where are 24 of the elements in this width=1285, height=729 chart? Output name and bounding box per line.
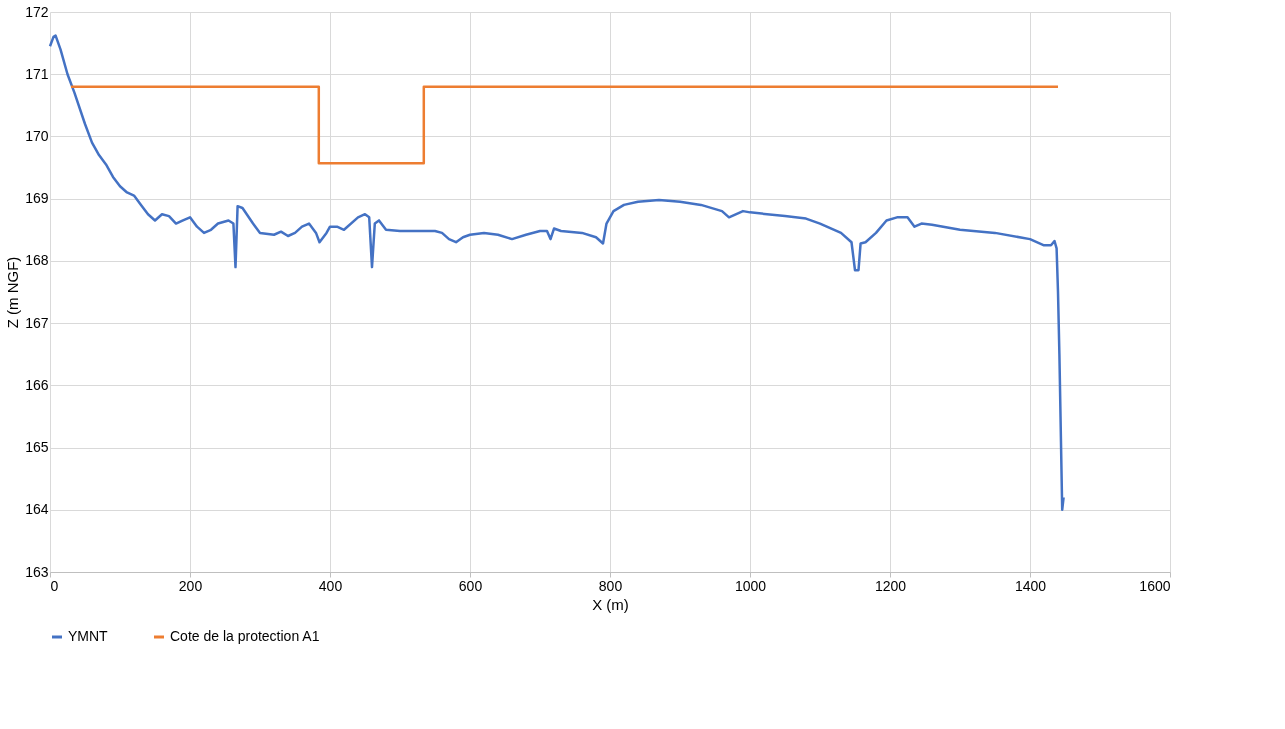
legend-label: YMNT [68, 628, 109, 644]
y-tick-label: 170 [25, 127, 49, 144]
y-axis-title: Z (m NGF) [4, 256, 22, 329]
y-tick-label: 171 [25, 65, 49, 82]
x-tick-label: 0 [50, 577, 59, 594]
x-tick-label: 200 [178, 577, 203, 594]
y-tick-label: 169 [25, 190, 49, 207]
y-tick-label: 166 [25, 376, 49, 393]
line-series [48, 34, 1065, 512]
y-tick-label: 172 [25, 3, 49, 20]
x-tick-label: 600 [458, 577, 483, 594]
x-axis-title: X (m) [592, 595, 629, 613]
x-tick-label: 400 [318, 577, 343, 594]
legend-label: Cote de la protection A1 [170, 628, 320, 644]
x-tick-label: 1000 [734, 577, 767, 594]
x-tick-label: 1400 [1014, 577, 1047, 594]
x-tick-label: 800 [598, 577, 623, 594]
y-tick-label: 163 [25, 563, 49, 580]
x-tick-label: 1200 [874, 577, 907, 594]
y-tick-label: 168 [25, 252, 49, 269]
x-tick-label: 1600 [1139, 577, 1171, 594]
y-tick-label: 167 [25, 314, 49, 331]
y-tick-label: 164 [25, 501, 49, 518]
y-tick-label: 165 [25, 439, 49, 456]
